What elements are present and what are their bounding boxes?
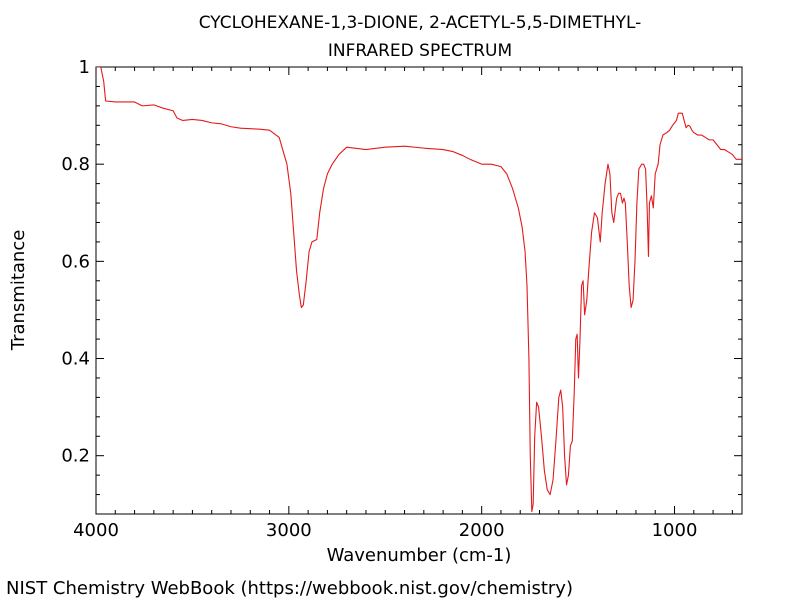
y-tick-label: 0.2 — [61, 446, 90, 467]
y-tick-label: 1 — [79, 57, 90, 78]
y-tick-label: 0.8 — [61, 154, 90, 175]
x-tick-label: 3000 — [266, 520, 312, 541]
y-axis-label: Transmitance — [8, 230, 29, 352]
y-tick-label: 0.4 — [61, 349, 90, 370]
x-tick-label: 4000 — [73, 520, 119, 541]
x-tick-label: 1000 — [652, 520, 698, 541]
footer-credit: NIST Chemistry WebBook (https://webbook.… — [6, 578, 573, 599]
y-tick-label: 0.6 — [61, 251, 90, 272]
plot-frame — [95, 66, 743, 515]
chart-title: CYCLOHEXANE-1,3-DIONE, 2-ACETYL-5,5-DIME… — [199, 13, 642, 33]
axis-tick-labels: 4000 3000 2000 1000 1 0.8 0.6 0.4 0.2 — [61, 57, 697, 541]
axis-ticks — [95, 66, 742, 515]
chart-subtitle: INFRARED SPECTRUM — [328, 41, 512, 61]
x-tick-label: 2000 — [459, 520, 505, 541]
x-axis-label: Wavenumber (cm-1) — [327, 545, 512, 566]
spectrum-line — [96, 67, 742, 513]
